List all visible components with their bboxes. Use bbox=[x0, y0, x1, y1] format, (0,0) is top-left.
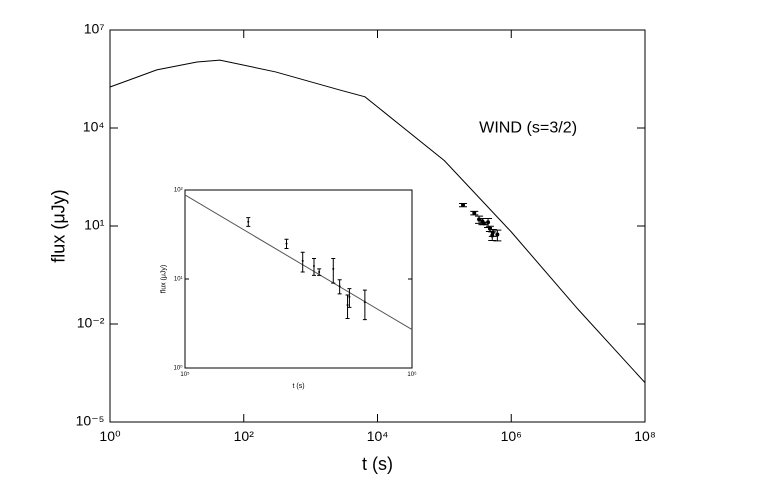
y-tick-label: 10⁴ bbox=[83, 119, 105, 135]
x-tick-label: 10⁰ bbox=[99, 428, 121, 444]
x-tick-label: 10⁴ bbox=[367, 428, 389, 444]
line bbox=[184, 194, 413, 331]
data-point bbox=[338, 285, 341, 288]
y-tick-label: 10⁻² bbox=[77, 315, 105, 331]
x-axis-label: t (s) bbox=[362, 454, 393, 474]
y-tick-label: 10¹ bbox=[84, 217, 105, 233]
x-tick-label: 10⁵ bbox=[180, 371, 190, 378]
plot-frame bbox=[184, 189, 413, 369]
data-point bbox=[312, 264, 315, 267]
data-point bbox=[348, 295, 351, 298]
line bbox=[109, 59, 646, 384]
data-point bbox=[461, 202, 466, 207]
y-tick-label: 10⁰ bbox=[174, 365, 184, 372]
data-point bbox=[332, 267, 335, 270]
data-point bbox=[301, 259, 304, 262]
y-tick-label: 10⁻⁵ bbox=[76, 413, 105, 429]
y-tick-label: 10² bbox=[174, 188, 183, 194]
data-point bbox=[487, 226, 492, 231]
data-point bbox=[318, 270, 321, 273]
data-point bbox=[363, 301, 366, 304]
data-point bbox=[346, 304, 349, 307]
x-tick-label: 10² bbox=[234, 428, 255, 444]
data-point bbox=[495, 232, 500, 237]
error-bar bbox=[331, 257, 336, 284]
error-bar bbox=[300, 251, 305, 273]
x-axis-label: t (s) bbox=[292, 383, 304, 390]
x-tick-label: 10⁶ bbox=[501, 428, 522, 444]
y-tick-label: 10¹ bbox=[174, 277, 183, 283]
data-point bbox=[472, 211, 477, 216]
x-tick-label: 10⁶ bbox=[407, 371, 417, 378]
y-axis-label: flux (μJy) bbox=[49, 189, 69, 262]
error-bar bbox=[345, 294, 350, 319]
data-point bbox=[481, 221, 486, 226]
y-tick-label: 10⁷ bbox=[84, 21, 105, 37]
x-tick-label: 10⁸ bbox=[634, 428, 656, 444]
data-point bbox=[486, 220, 491, 225]
data-point bbox=[490, 230, 495, 235]
annotation: WIND (s=3/2) bbox=[479, 118, 577, 136]
data-point bbox=[247, 220, 250, 223]
data-point bbox=[285, 242, 288, 245]
y-axis-label: flux (μJy) bbox=[161, 265, 168, 294]
error-bar bbox=[347, 288, 352, 308]
error-bar bbox=[362, 289, 367, 321]
